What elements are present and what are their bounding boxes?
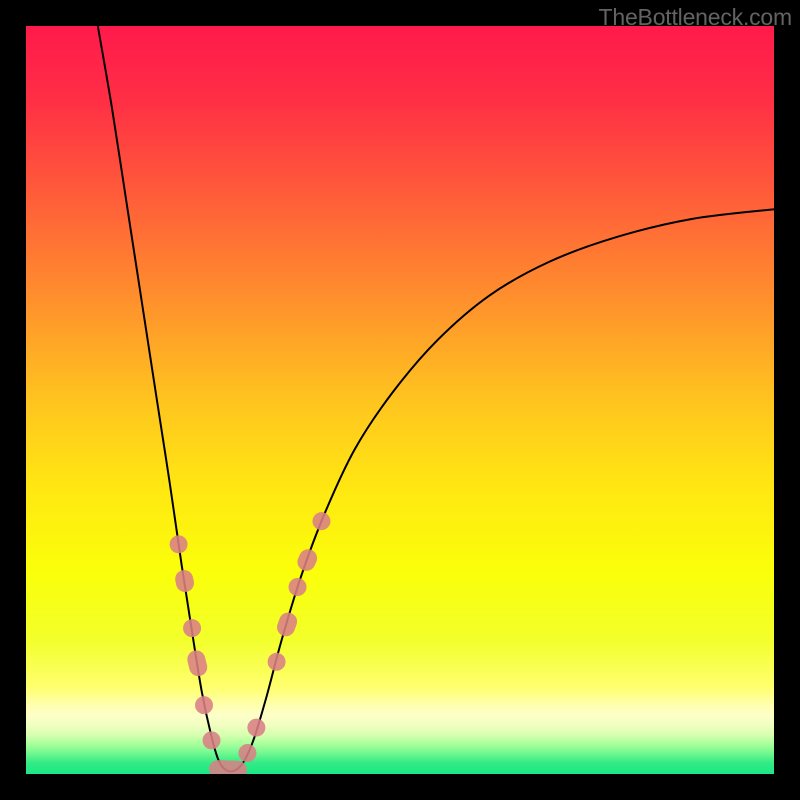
chart-svg: [0, 0, 800, 800]
curve-marker: [247, 719, 265, 737]
chart-root: TheBottleneck.com: [0, 0, 800, 800]
plot-background: [26, 26, 774, 774]
curve-marker: [195, 696, 213, 714]
curve-marker: [312, 512, 330, 530]
curve-marker: [203, 731, 221, 749]
watermark-text: TheBottleneck.com: [599, 4, 792, 31]
curve-marker: [183, 619, 201, 637]
curve-marker: [289, 578, 307, 596]
curve-marker: [238, 744, 256, 762]
curve-marker: [170, 535, 188, 553]
curve-marker: [268, 653, 286, 671]
